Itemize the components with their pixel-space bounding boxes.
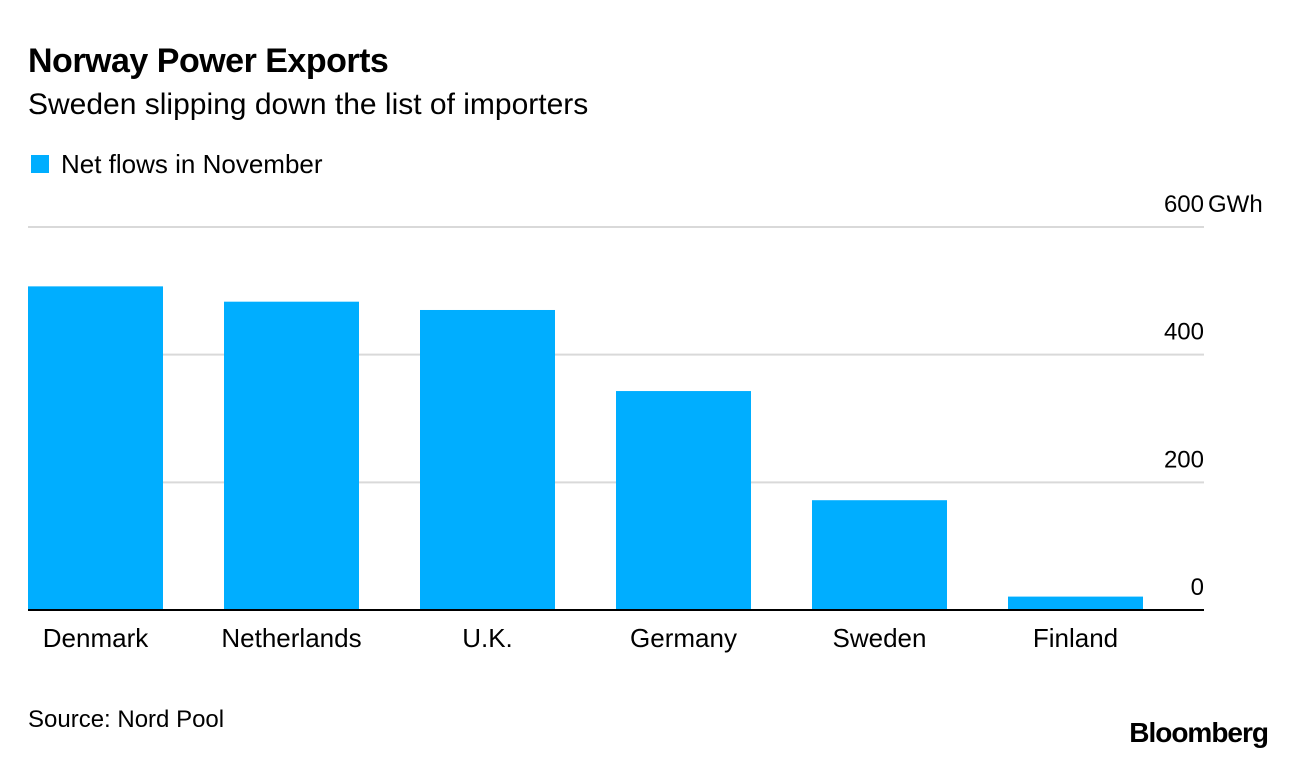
bar-germany xyxy=(616,391,751,610)
chart-subtitle: Sweden slipping down the list of importe… xyxy=(28,88,589,121)
y-tick-label: 200 xyxy=(1164,446,1204,473)
x-tick-label: Finland xyxy=(1033,623,1118,653)
bar-netherlands xyxy=(224,301,359,610)
legend: Net flows in November xyxy=(31,148,323,180)
bar-finland xyxy=(1008,596,1143,610)
x-tick-label: Netherlands xyxy=(221,623,361,653)
y-tick-label: 600 xyxy=(1164,191,1204,218)
bloomberg-logo: Bloomberg xyxy=(1129,717,1269,748)
chart-title: Norway Power Exports xyxy=(28,42,389,80)
y-unit-label: GWh xyxy=(1208,191,1263,218)
x-tick-label: Germany xyxy=(630,623,737,653)
bar-denmark xyxy=(28,286,163,610)
source-note: Source: Nord Pool xyxy=(28,706,225,733)
tick-labels: 0 200 400 600 GWh Denmark Netherlands U.K. Germa… xyxy=(43,191,1263,653)
x-tick-label: U.K. xyxy=(462,623,513,653)
bar-sweden xyxy=(812,500,947,610)
y-tick-label: 0 xyxy=(1191,574,1204,601)
bar-chart: 0 200 400 600 GWh Denmark Netherlands U.K. Germa… xyxy=(28,191,1263,653)
x-tick-label: Denmark xyxy=(43,623,149,653)
legend-label: Net flows in November xyxy=(61,149,323,179)
x-tick-label: Sweden xyxy=(833,623,927,653)
y-tick-label: 400 xyxy=(1164,319,1204,346)
legend-swatch xyxy=(31,155,49,173)
bars xyxy=(28,286,1143,610)
bar-u-k xyxy=(420,309,555,610)
